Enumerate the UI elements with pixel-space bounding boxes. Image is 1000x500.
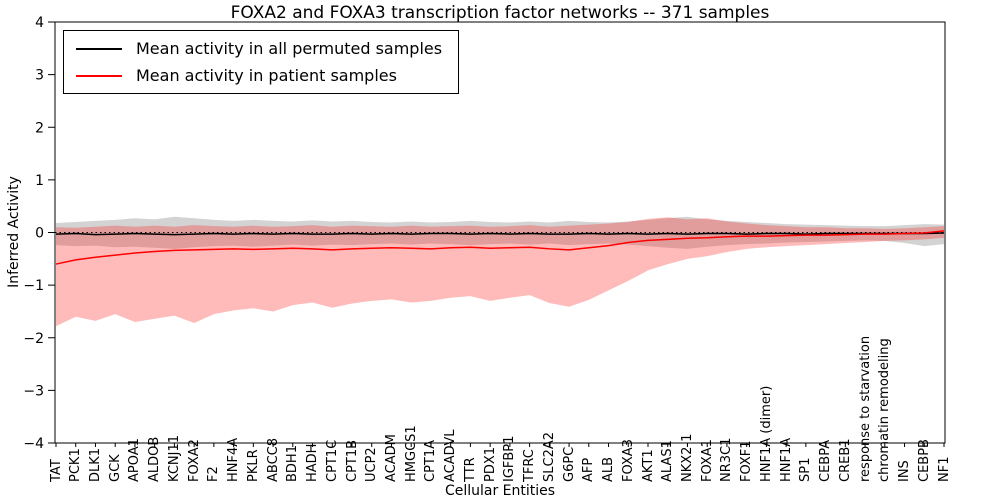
- x-tick-label: ACADM: [383, 434, 399, 482]
- patient-confidence-band: [56, 217, 944, 327]
- x-tick-label: ALAS1: [660, 440, 676, 482]
- x-tick-label: PDX1: [482, 446, 498, 482]
- x-tick-label: NF1: [936, 456, 952, 482]
- x-tick-label: FOXF1: [739, 440, 755, 482]
- x-tick-label: BDH1: [285, 445, 301, 482]
- x-tick-label: DLK1: [87, 447, 103, 482]
- x-tick-label: SLC2A2: [541, 431, 557, 482]
- x-tick-label: NKX2-1: [679, 433, 695, 482]
- x-tick-label: response to starvation: [857, 335, 873, 482]
- y-tick-label: 0: [35, 226, 44, 242]
- x-tick-label: KCNJ11: [166, 435, 182, 482]
- x-tick-label: TAT: [48, 459, 64, 482]
- x-tick-label: HNF1A: [778, 437, 794, 482]
- y-tick-label: −1: [23, 278, 44, 294]
- x-tick-label: ALDOB: [147, 436, 163, 482]
- legend-item-permuted: Mean activity in all permuted samples: [76, 39, 442, 58]
- x-tick-label: CREB1: [837, 438, 853, 482]
- x-tick-label: AFP: [581, 457, 597, 482]
- x-axis-label: Cellular Entities: [444, 483, 556, 499]
- x-tick-label: SP1: [798, 457, 814, 482]
- y-tick-label: 3: [35, 68, 44, 84]
- y-tick-label: 4: [35, 15, 44, 31]
- x-tick-label: CPT1C: [324, 439, 340, 482]
- x-tick-label: FOXA2: [186, 439, 202, 482]
- x-tick-label: CEBPA: [818, 439, 834, 482]
- permuted-confidence-band: [56, 216, 944, 249]
- legend-line-patient-icon: [76, 74, 122, 77]
- chart-title: FOXA2 and FOXA3 transcription factor net…: [230, 3, 770, 23]
- x-tick-label: CPT1A: [423, 439, 439, 482]
- x-tick-label: IGFBP1: [502, 435, 518, 482]
- x-tick-label: F2: [206, 466, 222, 482]
- patient-mean-line: [55, 230, 945, 265]
- y-tick-label: −3: [23, 383, 44, 399]
- x-tick-label: ACADVL: [443, 429, 459, 482]
- x-tick-label: ALB: [601, 456, 617, 482]
- legend: Mean activity in all permuted samples Me…: [63, 30, 460, 94]
- legend-label-patient: Mean activity in patient samples: [136, 66, 397, 85]
- x-tick-label: APOA1: [127, 438, 143, 482]
- y-tick-label: −4: [23, 436, 44, 452]
- x-tick-label: G6PC: [561, 446, 577, 482]
- permuted-mean-line: [55, 232, 945, 236]
- y-tick-label: −2: [23, 331, 44, 347]
- y-tick-label: 2: [35, 120, 44, 136]
- x-tick-label: HADH: [305, 443, 321, 482]
- x-tick-label: TFRC: [522, 449, 538, 482]
- x-tick-label: NR3C1: [719, 437, 735, 482]
- x-tick-label: INS: [897, 460, 913, 482]
- legend-label-permuted: Mean activity in all permuted samples: [136, 39, 443, 58]
- x-tick-label: AKT1: [640, 449, 656, 482]
- x-tick-label: CPT1B: [344, 439, 360, 482]
- x-tick-label: CEBPB: [916, 439, 932, 482]
- x-tick-label: GCK: [107, 454, 123, 482]
- y-tick-label: 1: [35, 173, 44, 189]
- x-tick-label: FOXA1: [699, 439, 715, 482]
- x-tick-label: chromatin remodeling: [877, 338, 893, 482]
- x-tick-label: ABCC8: [265, 437, 281, 482]
- x-tick-label: HNF1A (dimer): [758, 385, 774, 482]
- x-tick-label: HMGCS1: [403, 425, 419, 482]
- legend-item-patient: Mean activity in patient samples: [76, 66, 442, 85]
- x-tick-label: HNF4A: [226, 437, 242, 482]
- x-tick-label: FOXA3: [620, 439, 636, 482]
- x-tick-label: TTR: [462, 457, 478, 482]
- x-tick-label: PKLR: [245, 449, 261, 482]
- x-tick-label: PCK1: [68, 448, 84, 482]
- legend-line-permuted-icon: [76, 47, 122, 50]
- x-tick-label: UCP2: [364, 447, 380, 482]
